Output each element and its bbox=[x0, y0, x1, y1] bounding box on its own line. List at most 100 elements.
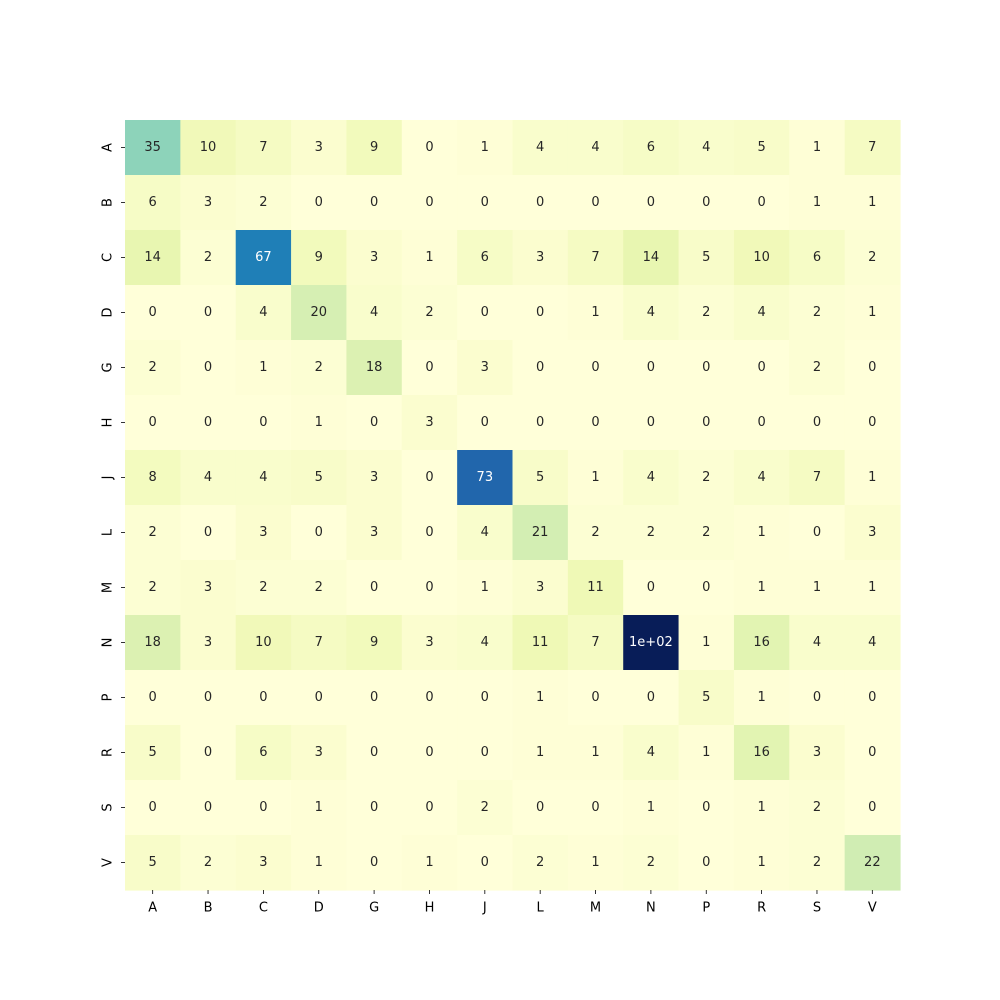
heatmap-cell bbox=[291, 340, 348, 396]
cell-value-label: 2 bbox=[813, 305, 821, 320]
heatmap-cell bbox=[512, 560, 569, 616]
heatmap-cell bbox=[567, 835, 624, 891]
cell-value-label: 0 bbox=[647, 415, 655, 430]
x-tick-label: N bbox=[646, 901, 656, 916]
heatmap-cell bbox=[844, 780, 901, 836]
cell-value-label: 1 bbox=[813, 580, 821, 595]
y-tick-label: P bbox=[101, 693, 116, 701]
cell-value-label: 0 bbox=[315, 195, 323, 210]
heatmap-cell bbox=[733, 120, 790, 176]
heatmap-cell bbox=[789, 285, 846, 341]
cell-value-label: 4 bbox=[757, 470, 765, 485]
cell-value-label: 16 bbox=[753, 635, 770, 650]
cell-value-label: 3 bbox=[259, 855, 267, 870]
heatmap-cell bbox=[291, 615, 348, 671]
heatmap-cell bbox=[512, 505, 569, 561]
cell-value-label: 0 bbox=[425, 195, 433, 210]
heatmap-cell bbox=[180, 395, 237, 451]
heatmap-cell bbox=[512, 340, 569, 396]
cell-value-label: 2 bbox=[315, 580, 323, 595]
cell-value-label: 1 bbox=[702, 745, 710, 760]
heatmap-cell bbox=[844, 725, 901, 781]
cell-value-label: 0 bbox=[536, 305, 544, 320]
cell-value-label: 35 bbox=[144, 140, 161, 155]
y-tick-label: L bbox=[101, 528, 116, 536]
x-tick-label: V bbox=[868, 901, 877, 916]
heatmap-cell bbox=[623, 505, 680, 561]
heatmap-cell bbox=[512, 615, 569, 671]
heatmap-cell bbox=[180, 230, 237, 286]
cell-value-label: 0 bbox=[370, 580, 378, 595]
heatmap-cell bbox=[733, 560, 790, 616]
cell-value-label: 0 bbox=[315, 525, 323, 540]
heatmap-cell bbox=[457, 340, 514, 396]
heatmap-cell bbox=[235, 230, 292, 286]
heatmap-cell bbox=[235, 450, 292, 506]
heatmap-cell bbox=[180, 780, 237, 836]
heatmap-cell bbox=[678, 285, 735, 341]
cell-value-label: 2 bbox=[481, 800, 489, 815]
cell-value-label: 3 bbox=[813, 745, 821, 760]
heatmap-cell bbox=[291, 230, 348, 286]
heatmap-cell bbox=[401, 230, 458, 286]
heatmap-cell bbox=[235, 780, 292, 836]
cell-value-label: 0 bbox=[370, 800, 378, 815]
cell-value-label: 3 bbox=[370, 525, 378, 540]
heatmap-cell bbox=[346, 450, 403, 506]
cell-value-label: 0 bbox=[204, 745, 212, 760]
cell-value-label: 67 bbox=[255, 250, 272, 265]
cell-value-label: 2 bbox=[204, 250, 212, 265]
heatmap-cell bbox=[733, 230, 790, 286]
cell-value-label: 0 bbox=[868, 360, 876, 375]
heatmap-cell bbox=[567, 175, 624, 231]
cell-value-label: 10 bbox=[753, 250, 770, 265]
x-tick-label: P bbox=[702, 901, 710, 916]
x-tick-label: C bbox=[259, 901, 268, 916]
heatmap-cell bbox=[789, 615, 846, 671]
heatmap-cell bbox=[567, 670, 624, 726]
heatmap-cell bbox=[125, 560, 181, 616]
x-tick-label: H bbox=[425, 901, 435, 916]
heatmap-cell bbox=[125, 725, 181, 781]
heatmap-cell bbox=[512, 450, 569, 506]
cell-value-label: 0 bbox=[702, 195, 710, 210]
heatmap-cell bbox=[291, 780, 348, 836]
y-tick-label: R bbox=[101, 748, 116, 757]
heatmap-cell bbox=[844, 670, 901, 726]
heatmap-cell bbox=[567, 505, 624, 561]
cell-value-label: 0 bbox=[536, 800, 544, 815]
y-tick-label: A bbox=[101, 143, 116, 152]
heatmap-cell bbox=[346, 175, 403, 231]
cell-value-label: 1 bbox=[591, 305, 599, 320]
heatmap-cell bbox=[125, 450, 181, 506]
heatmap-cell bbox=[623, 395, 680, 451]
heatmap-cell bbox=[235, 560, 292, 616]
heatmap-cell-labels: 35 10 7 3 9 0 1 4 4 6 4 5 1 76 3 2 0 0 0 0 0 0 0 0 0 1 114 2 67 9 3 1 6 3… bbox=[144, 140, 880, 870]
cell-value-label: 1 bbox=[315, 855, 323, 870]
heatmap-cell bbox=[180, 175, 237, 231]
heatmap-cell bbox=[457, 505, 514, 561]
cell-value-label: 0 bbox=[757, 360, 765, 375]
cell-value-label: 0 bbox=[204, 690, 212, 705]
heatmap-cell bbox=[180, 120, 237, 176]
heatmap-cell bbox=[235, 285, 292, 341]
cell-value-label: 11 bbox=[587, 580, 604, 595]
cell-value-label: 0 bbox=[149, 415, 157, 430]
cell-value-label: 0 bbox=[536, 195, 544, 210]
heatmap-cell bbox=[623, 285, 680, 341]
heatmap-cell bbox=[789, 670, 846, 726]
cell-value-label: 0 bbox=[591, 415, 599, 430]
cell-value-label: 2 bbox=[259, 580, 267, 595]
cell-value-label: 0 bbox=[370, 690, 378, 705]
heatmap-cell bbox=[401, 835, 458, 891]
cell-value-label: 0 bbox=[259, 415, 267, 430]
heatmap-cell bbox=[401, 670, 458, 726]
heatmap-cell bbox=[125, 230, 181, 286]
heatmap-cell bbox=[291, 175, 348, 231]
heatmap-cell bbox=[567, 450, 624, 506]
cell-value-label: 0 bbox=[370, 855, 378, 870]
heatmap-cell bbox=[623, 450, 680, 506]
cell-value-label: 1 bbox=[757, 800, 765, 815]
heatmap-cell bbox=[844, 120, 901, 176]
heatmap-cell bbox=[678, 230, 735, 286]
